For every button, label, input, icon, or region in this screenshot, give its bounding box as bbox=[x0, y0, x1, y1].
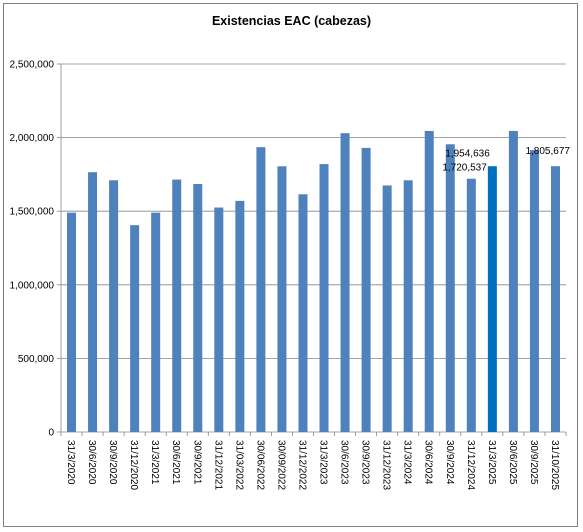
category-label: 31/12/2024 bbox=[465, 440, 476, 490]
category-label: 30/6/2023 bbox=[339, 440, 350, 485]
bar bbox=[151, 212, 161, 432]
bar bbox=[403, 180, 413, 432]
y-tick-label: 1,500,000 bbox=[10, 207, 55, 218]
category-label: 31/03/2022 bbox=[233, 440, 244, 490]
y-tick-label: 1,000,000 bbox=[10, 280, 55, 291]
bar bbox=[67, 212, 77, 432]
bar bbox=[424, 130, 434, 432]
bar bbox=[130, 225, 140, 432]
category-label: 31/12/2021 bbox=[212, 440, 223, 490]
chart-frame bbox=[3, 3, 578, 527]
bar bbox=[235, 200, 245, 432]
y-tick-label: 2,500,000 bbox=[10, 60, 55, 71]
category-label: 30/9/2024 bbox=[444, 440, 455, 485]
y-tick-label: 2,000,000 bbox=[10, 133, 55, 144]
category-label: 31/12/2020 bbox=[128, 440, 139, 490]
bar bbox=[172, 179, 182, 432]
bar bbox=[466, 178, 476, 432]
category-label: 31/12/2022 bbox=[296, 440, 307, 490]
category-label: 31/3/2025 bbox=[486, 440, 497, 485]
bar bbox=[193, 183, 203, 432]
bar bbox=[445, 144, 455, 432]
category-label: 30/9/2023 bbox=[360, 440, 371, 485]
category-label: 31/3/2020 bbox=[65, 440, 76, 485]
category-label: 31/12/2023 bbox=[381, 440, 392, 490]
category-label: 30/6/2025 bbox=[507, 440, 518, 485]
y-tick-label: 0 bbox=[48, 428, 54, 439]
bar bbox=[487, 166, 497, 432]
data-label: 1,720,537 bbox=[442, 163, 487, 174]
category-label: 30/6/2021 bbox=[170, 440, 181, 485]
data-label: 1,954,636 bbox=[445, 148, 490, 159]
category-label: 30/09/2022 bbox=[275, 440, 286, 490]
chart-title: Existencias EAC (cabezas) bbox=[211, 14, 372, 28]
bar bbox=[382, 185, 392, 432]
bar bbox=[319, 164, 329, 432]
bar bbox=[256, 147, 266, 432]
category-label: 31/10/2025 bbox=[549, 440, 560, 490]
bar bbox=[109, 180, 119, 432]
bar bbox=[340, 133, 350, 432]
category-label: 31/3/2023 bbox=[318, 440, 329, 485]
category-label: 30/06/2022 bbox=[254, 440, 265, 490]
category-label: 30/6/2020 bbox=[86, 440, 97, 485]
bar bbox=[529, 150, 539, 432]
bar bbox=[88, 172, 98, 432]
bar bbox=[361, 147, 371, 433]
category-label: 30/9/2020 bbox=[107, 440, 118, 485]
bar bbox=[277, 166, 287, 432]
bar bbox=[550, 166, 560, 432]
data-label: 1,805,677 bbox=[525, 146, 570, 157]
category-label: 30/9/2021 bbox=[191, 440, 202, 485]
category-label: 30/6/2024 bbox=[423, 440, 434, 485]
bar bbox=[508, 130, 518, 432]
bar bbox=[298, 194, 308, 432]
category-label: 30/9/2025 bbox=[528, 440, 539, 485]
y-tick-label: 500,000 bbox=[18, 354, 55, 365]
bar bbox=[214, 207, 224, 432]
category-label: 31/3/2021 bbox=[149, 440, 160, 485]
category-label: 31/3/2024 bbox=[402, 440, 413, 485]
